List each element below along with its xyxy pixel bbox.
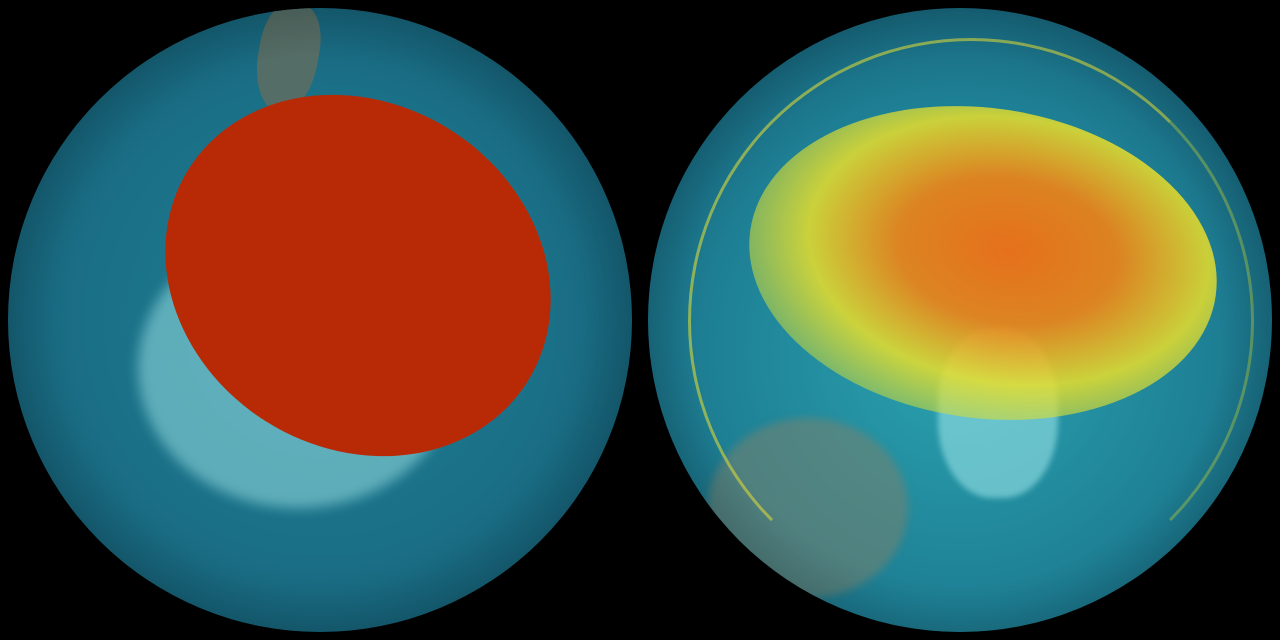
north-pole-globe bbox=[648, 8, 1272, 632]
globe-limb-shading bbox=[8, 8, 632, 632]
globe-limb-shading bbox=[648, 8, 1272, 632]
polar-vortex-edge-filament bbox=[688, 38, 1254, 604]
south-pole-globe bbox=[8, 8, 632, 632]
